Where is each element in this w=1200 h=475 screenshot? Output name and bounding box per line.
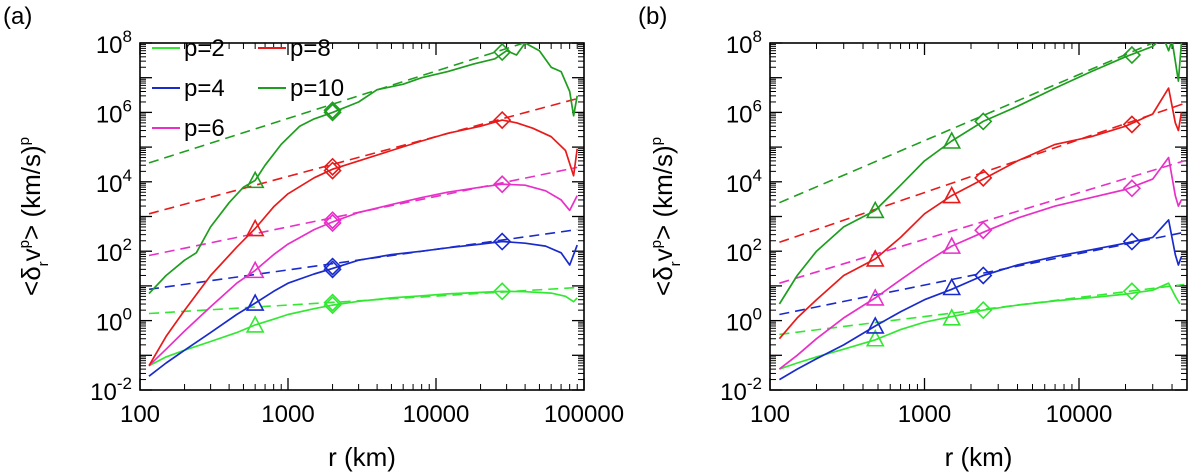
triangle-marker-p=6 (865, 288, 885, 306)
diamond-marker-p=2 (323, 293, 342, 312)
legend-label-p=2: p=2 (184, 35, 225, 62)
series-line-p=10 (148, 43, 579, 295)
triangle-marker-p=2 (245, 315, 265, 333)
series-line-p=4 (778, 219, 1183, 381)
diamond-marker-p=4 (323, 257, 342, 276)
panel-label-a: (a) (3, 3, 32, 30)
diamond-marker-p=8 (493, 110, 512, 130)
y-tick-label: 108 (96, 27, 132, 59)
diamond-marker-p=6 (1122, 179, 1142, 198)
fit-line-p=6 (148, 166, 578, 257)
series-line-p=4 (148, 240, 578, 377)
y-tick-label: 102 (96, 235, 132, 267)
x-tick-label: 100 (750, 401, 790, 428)
diamond-marker-p=10 (323, 103, 342, 122)
x-tick-label: 1000 (261, 401, 314, 428)
panel-label-b: (b) (638, 3, 667, 30)
fit-line-p=6 (779, 160, 1185, 284)
series-line-p=6 (148, 183, 578, 367)
x-axis-label: r (km) (945, 442, 1013, 472)
triangle-marker-p=4 (865, 316, 885, 334)
diamond-marker-p=8 (974, 168, 993, 187)
fit-line-p=2 (779, 283, 1185, 336)
x-tick-label: 1000 (898, 401, 951, 428)
y-tick-label: 100 (726, 305, 762, 337)
fit-line-p=10 (779, 43, 1154, 204)
y-axis-label: <δrvp> (km/s)p (648, 137, 684, 296)
diamond-marker-p=8 (323, 157, 342, 176)
diamond-marker-p=10 (323, 101, 342, 120)
diamond-marker-p=2 (1122, 282, 1142, 301)
y-tick-label: 100 (96, 305, 132, 337)
diamond-marker-p=6 (323, 211, 342, 230)
y-tick-label: 106 (726, 96, 762, 128)
diamond-marker-p=4 (1122, 232, 1142, 251)
y-tick-label: 108 (726, 27, 762, 59)
plot-area (778, 43, 1185, 381)
diamond-marker-p=4 (493, 232, 512, 251)
y-tick-label: 10-2 (720, 374, 762, 406)
x-tick-label: 10000 (403, 401, 470, 428)
x-tick-label: 10000 (1046, 401, 1113, 428)
x-tick-label: 100000 (544, 401, 624, 428)
legend-label-p=4: p=4 (184, 75, 225, 102)
diamond-marker-p=10 (1122, 45, 1142, 65)
x-axis-label: r (km) (328, 442, 396, 472)
diamond-marker-p=10 (493, 43, 512, 62)
triangle-marker-p=6 (245, 260, 265, 279)
diamond-marker-p=2 (323, 295, 342, 315)
triangle-marker-p=8 (942, 185, 962, 204)
triangle-marker-p=4 (245, 293, 265, 311)
diamond-marker-p=2 (974, 301, 993, 320)
fit-line-p=8 (779, 102, 1185, 244)
x-tick-label: 100 (120, 401, 160, 428)
triangle-marker-p=10 (942, 131, 962, 149)
diamond-marker-p=8 (1122, 115, 1142, 134)
triangle-marker-p=2 (942, 308, 962, 326)
triangle-marker-p=10 (865, 200, 885, 219)
diamond-marker-p=4 (974, 266, 993, 285)
fit-line-p=4 (779, 231, 1185, 316)
series-line-p=2 (779, 282, 1181, 370)
y-axis-label: <δrvp> (km/s)p (16, 137, 52, 296)
diamond-marker-p=4 (323, 260, 342, 279)
plot-area (148, 43, 579, 377)
triangle-marker-p=8 (865, 249, 885, 267)
y-tick-label: 102 (726, 235, 762, 267)
series-line-p=6 (778, 156, 1183, 370)
legend-label-p=8: p=8 (290, 35, 331, 62)
series-line-p=10 (778, 43, 1183, 305)
diamond-marker-p=6 (493, 175, 512, 194)
series-line-p=2 (148, 290, 578, 367)
triangle-marker-p=2 (865, 329, 885, 347)
legend-label-p=6: p=6 (184, 115, 225, 142)
fit-line-p=10 (148, 43, 527, 164)
diamond-marker-p=6 (974, 221, 993, 240)
series-line-p=8 (148, 119, 579, 367)
y-tick-label: 104 (96, 166, 132, 198)
series-line-p=8 (778, 87, 1183, 340)
legend-label-p=10: p=10 (290, 75, 344, 102)
y-tick-label: 10-2 (90, 374, 132, 406)
diamond-marker-p=6 (323, 213, 342, 233)
triangle-marker-p=10 (245, 170, 265, 189)
y-tick-label: 104 (726, 166, 762, 198)
triangle-marker-p=8 (245, 218, 265, 237)
triangle-marker-p=6 (942, 236, 962, 254)
diamond-marker-p=2 (493, 282, 512, 301)
axes-frame (769, 42, 1188, 391)
diamond-marker-p=8 (323, 161, 342, 180)
y-tick-label: 106 (96, 96, 132, 128)
triangle-marker-p=4 (942, 277, 962, 296)
fit-line-p=8 (148, 97, 578, 215)
diamond-marker-p=10 (974, 112, 993, 131)
